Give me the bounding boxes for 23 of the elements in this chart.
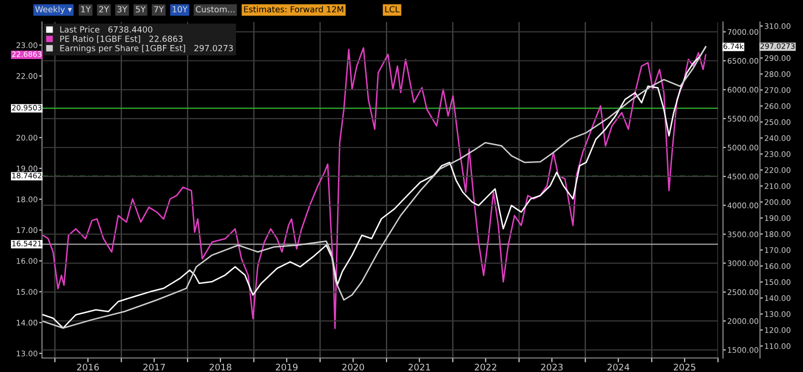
text: 1Y <box>81 6 91 12</box>
text: 3Y <box>118 6 128 12</box>
x-tick-label: 2025 <box>674 364 696 371</box>
x-tick-label: 2021 <box>408 364 430 371</box>
text: 2Y <box>99 6 110 12</box>
text: Weekly ▾ <box>35 6 72 14</box>
x-tick-label: 2019 <box>276 364 298 371</box>
text: LCL <box>385 6 400 12</box>
legend-label: PE Ratio [1GBF Est] 22.6863 <box>60 35 183 43</box>
x-tick-label: 2024 <box>608 364 630 371</box>
legend-label: Earnings per Share [1GBF Est] 297.0273 <box>60 44 233 53</box>
legend-label: Last Price 6738.4400 <box>60 26 152 33</box>
x-tick-label: 2017 <box>143 364 165 371</box>
text: 10Y <box>172 6 188 12</box>
text: Estimates: Forward 12M <box>244 6 344 12</box>
text: 7Y <box>154 6 164 12</box>
text: Custom... <box>196 6 234 12</box>
x-tick-label: 2016 <box>77 364 99 371</box>
x-tick-label: 2023 <box>541 364 563 371</box>
x-tick-label: 2020 <box>342 364 364 371</box>
x-tick-label: 2018 <box>210 364 232 371</box>
x-tick-label: 2022 <box>474 364 496 371</box>
text: 5Y <box>136 6 146 12</box>
